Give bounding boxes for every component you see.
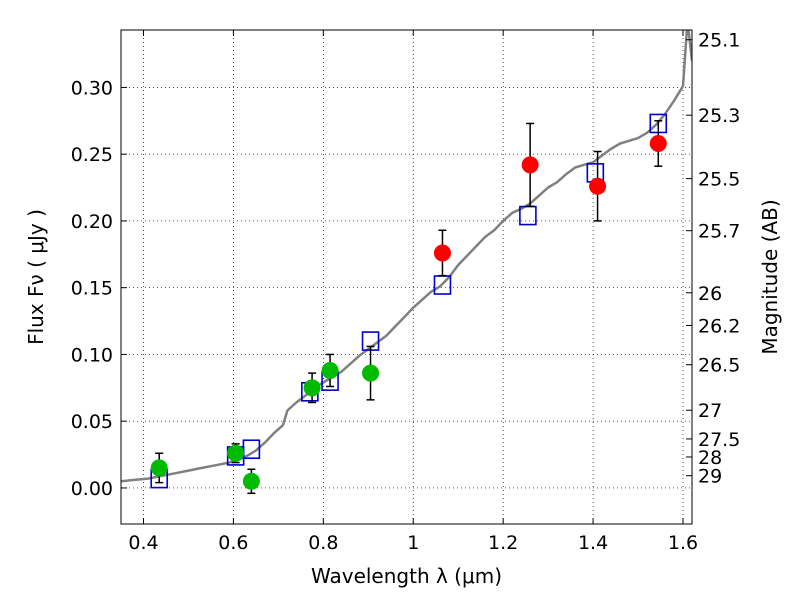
y-tick-label: 0.05 [71,411,113,433]
x-tick-label: 1.6 [668,532,698,554]
flux-point [150,459,168,477]
right-tick-label: 25.3 [698,105,740,127]
right-tick-label: 27 [698,400,722,422]
flux-point [521,156,539,174]
flux-point [649,134,667,152]
flux-point [303,379,321,397]
model-spectrum-line [121,30,692,483]
right-tick-label: 27.5 [698,429,740,451]
x-tick-label: 0.8 [308,532,338,554]
right-tick-label: 25.5 [698,169,740,191]
flux-point [227,444,245,462]
plot-data [121,30,692,495]
flux-point [242,472,260,490]
flux-point [362,364,380,382]
y-tick-label: 0.20 [71,211,113,233]
flux-point [433,244,451,262]
y-tick-label: 0.25 [71,144,113,166]
right-tick-label: 26 [698,283,722,305]
flux-point [589,177,607,195]
model-square-marker [242,439,261,460]
flux-point [321,361,339,379]
y-axis-label: Flux Fν ( μJy ) [24,209,48,345]
right-tick-label: 28 [698,447,722,469]
y-tick-label: 0.15 [71,278,113,300]
y-tick-label: 0.00 [71,478,113,500]
grid [121,30,692,524]
y-tick-label: 0.10 [71,344,113,366]
plot-frame [120,29,693,525]
right-axis-label: Magnitude (AB) [758,199,782,354]
x-axis-label: Wavelength λ (μm) [311,564,502,588]
x-tick-label: 0.4 [128,532,158,554]
x-tick-label: 1.2 [488,532,518,554]
right-tick-label: 25.1 [698,30,740,52]
right-tick-label: 26.2 [698,315,740,337]
x-tick-label: 1.4 [578,532,608,554]
x-tick-label: 1 [407,532,419,554]
right-tick-label: 25.7 [698,221,740,243]
right-tick-label: 29 [698,466,722,488]
y-tick-label: 0.30 [71,77,113,99]
axes: 0.4 0.6 0.8 1 1.2 1.4 1.6 0.00 0.05 0.10 0.15 0.20 0… [71,30,741,554]
x-tick-label: 0.6 [218,532,248,554]
right-tick-label: 26.5 [698,355,740,377]
